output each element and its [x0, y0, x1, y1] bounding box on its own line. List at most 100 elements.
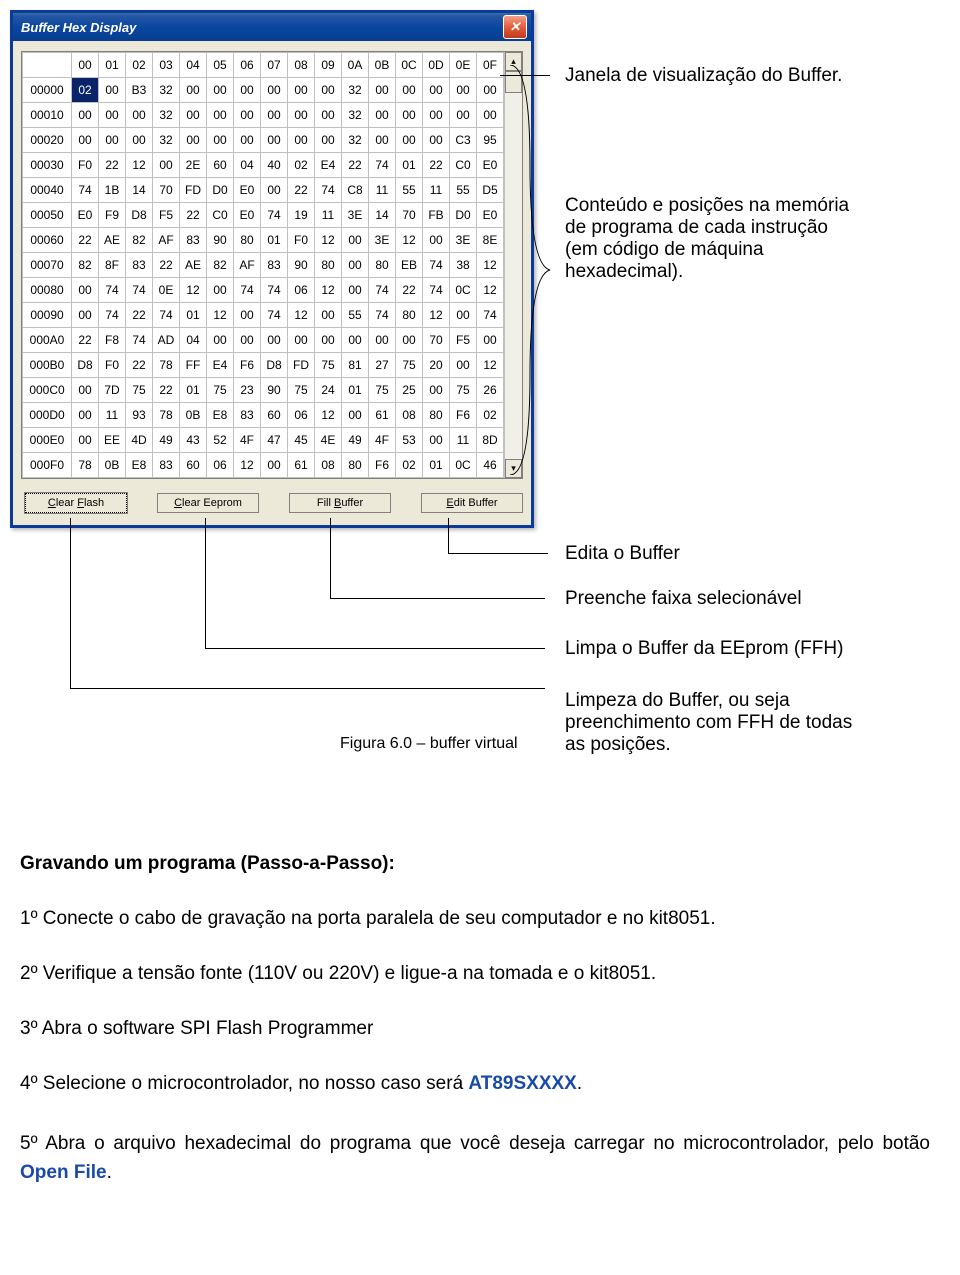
- hex-cell[interactable]: 32: [342, 128, 369, 153]
- hex-cell[interactable]: 75: [315, 353, 342, 378]
- hex-cell[interactable]: 00: [369, 328, 396, 353]
- hex-cell[interactable]: 00: [288, 103, 315, 128]
- hex-cell[interactable]: F0: [99, 353, 126, 378]
- hex-cell[interactable]: 00: [72, 403, 99, 428]
- hex-cell[interactable]: 22: [180, 203, 207, 228]
- hex-cell[interactable]: C3: [450, 128, 477, 153]
- hex-cell[interactable]: 00: [261, 178, 288, 203]
- hex-cell[interactable]: F9: [99, 203, 126, 228]
- hex-cell[interactable]: 24: [315, 378, 342, 403]
- hex-cell[interactable]: 00: [450, 103, 477, 128]
- hex-cell[interactable]: 00: [396, 78, 423, 103]
- hex-cell[interactable]: 22: [153, 378, 180, 403]
- hex-cell[interactable]: 00: [450, 303, 477, 328]
- hex-cell[interactable]: 83: [261, 253, 288, 278]
- hex-cell[interactable]: EB: [396, 253, 423, 278]
- hex-cell[interactable]: 74: [126, 328, 153, 353]
- hex-cell[interactable]: 11: [315, 203, 342, 228]
- hex-cell[interactable]: 3E: [342, 203, 369, 228]
- hex-cell[interactable]: E8: [126, 453, 153, 478]
- hex-cell[interactable]: 74: [369, 303, 396, 328]
- hex-cell[interactable]: D8: [72, 353, 99, 378]
- hex-cell[interactable]: 00: [261, 78, 288, 103]
- hex-cell[interactable]: F8: [99, 328, 126, 353]
- hex-cell[interactable]: 12: [315, 228, 342, 253]
- hex-cell[interactable]: C0: [450, 153, 477, 178]
- hex-cell[interactable]: 01: [396, 153, 423, 178]
- hex-cell[interactable]: 14: [126, 178, 153, 203]
- hex-cell[interactable]: 11: [369, 178, 396, 203]
- hex-cell[interactable]: 80: [396, 303, 423, 328]
- hex-cell[interactable]: 00: [288, 328, 315, 353]
- hex-cell[interactable]: 00: [207, 278, 234, 303]
- hex-cell[interactable]: 61: [369, 403, 396, 428]
- hex-cell[interactable]: 0C: [450, 278, 477, 303]
- hex-cell[interactable]: 00: [261, 453, 288, 478]
- hex-cell[interactable]: 4F: [369, 428, 396, 453]
- hex-cell[interactable]: 00: [315, 328, 342, 353]
- hex-cell[interactable]: 12: [396, 228, 423, 253]
- hex-cell[interactable]: 22: [72, 228, 99, 253]
- hex-cell[interactable]: 70: [396, 203, 423, 228]
- hex-cell[interactable]: 00: [369, 78, 396, 103]
- hex-cell[interactable]: 74: [315, 178, 342, 203]
- hex-cell[interactable]: 74: [369, 278, 396, 303]
- hex-cell[interactable]: 78: [153, 353, 180, 378]
- hex-cell[interactable]: B3: [126, 78, 153, 103]
- hex-cell[interactable]: 38: [450, 253, 477, 278]
- hex-cell[interactable]: 04: [234, 153, 261, 178]
- hex-cell[interactable]: 00: [423, 103, 450, 128]
- hex-cell[interactable]: 27: [369, 353, 396, 378]
- hex-cell[interactable]: F6: [234, 353, 261, 378]
- hex-cell[interactable]: 00: [234, 328, 261, 353]
- hex-cell[interactable]: 00: [315, 103, 342, 128]
- hex-cell[interactable]: F0: [288, 228, 315, 253]
- clear-flash-button[interactable]: Clear Flash: [25, 493, 127, 513]
- hex-cell[interactable]: 74: [99, 303, 126, 328]
- hex-cell[interactable]: 0B: [180, 403, 207, 428]
- hex-cell[interactable]: 00: [126, 128, 153, 153]
- hex-cell[interactable]: 00: [396, 103, 423, 128]
- hex-cell[interactable]: 22: [126, 303, 153, 328]
- hex-cell[interactable]: 78: [72, 453, 99, 478]
- hex-cell[interactable]: 40: [261, 153, 288, 178]
- hex-cell[interactable]: 00: [342, 253, 369, 278]
- hex-cell[interactable]: 00: [288, 78, 315, 103]
- hex-cell[interactable]: 74: [423, 253, 450, 278]
- hex-cell[interactable]: 11: [99, 403, 126, 428]
- hex-cell[interactable]: 00: [153, 153, 180, 178]
- hex-cell[interactable]: 11: [450, 428, 477, 453]
- hex-cell[interactable]: 75: [288, 378, 315, 403]
- hex-cell[interactable]: 12: [234, 453, 261, 478]
- hex-cell[interactable]: 00: [423, 228, 450, 253]
- hex-cell[interactable]: 00: [72, 303, 99, 328]
- close-icon[interactable]: ✕: [503, 15, 527, 39]
- hex-cell[interactable]: 00: [342, 403, 369, 428]
- titlebar[interactable]: Buffer Hex Display ✕: [13, 13, 531, 41]
- hex-cell[interactable]: 00: [126, 103, 153, 128]
- hex-cell[interactable]: 83: [153, 453, 180, 478]
- hex-cell[interactable]: 00: [180, 103, 207, 128]
- hex-cell[interactable]: 00: [315, 128, 342, 153]
- hex-cell[interactable]: 01: [342, 378, 369, 403]
- hex-cell[interactable]: 70: [423, 328, 450, 353]
- hex-cell[interactable]: 00: [72, 428, 99, 453]
- hex-cell[interactable]: E4: [207, 353, 234, 378]
- hex-cell[interactable]: 70: [153, 178, 180, 203]
- hex-cell[interactable]: 4D: [126, 428, 153, 453]
- hex-cell[interactable]: FD: [288, 353, 315, 378]
- hex-cell[interactable]: 00: [396, 128, 423, 153]
- hex-cell[interactable]: 14: [369, 203, 396, 228]
- hex-cell[interactable]: 7D: [99, 378, 126, 403]
- hex-cell[interactable]: 00: [207, 328, 234, 353]
- hex-cell[interactable]: 00: [234, 78, 261, 103]
- hex-cell[interactable]: 00: [423, 378, 450, 403]
- hex-cell[interactable]: F5: [153, 203, 180, 228]
- hex-cell[interactable]: 75: [126, 378, 153, 403]
- hex-cell[interactable]: 61: [288, 453, 315, 478]
- hex-cell[interactable]: 20: [423, 353, 450, 378]
- hex-cell[interactable]: 04: [180, 328, 207, 353]
- hex-cell[interactable]: 25: [396, 378, 423, 403]
- hex-cell[interactable]: D8: [261, 353, 288, 378]
- hex-cell[interactable]: 01: [261, 228, 288, 253]
